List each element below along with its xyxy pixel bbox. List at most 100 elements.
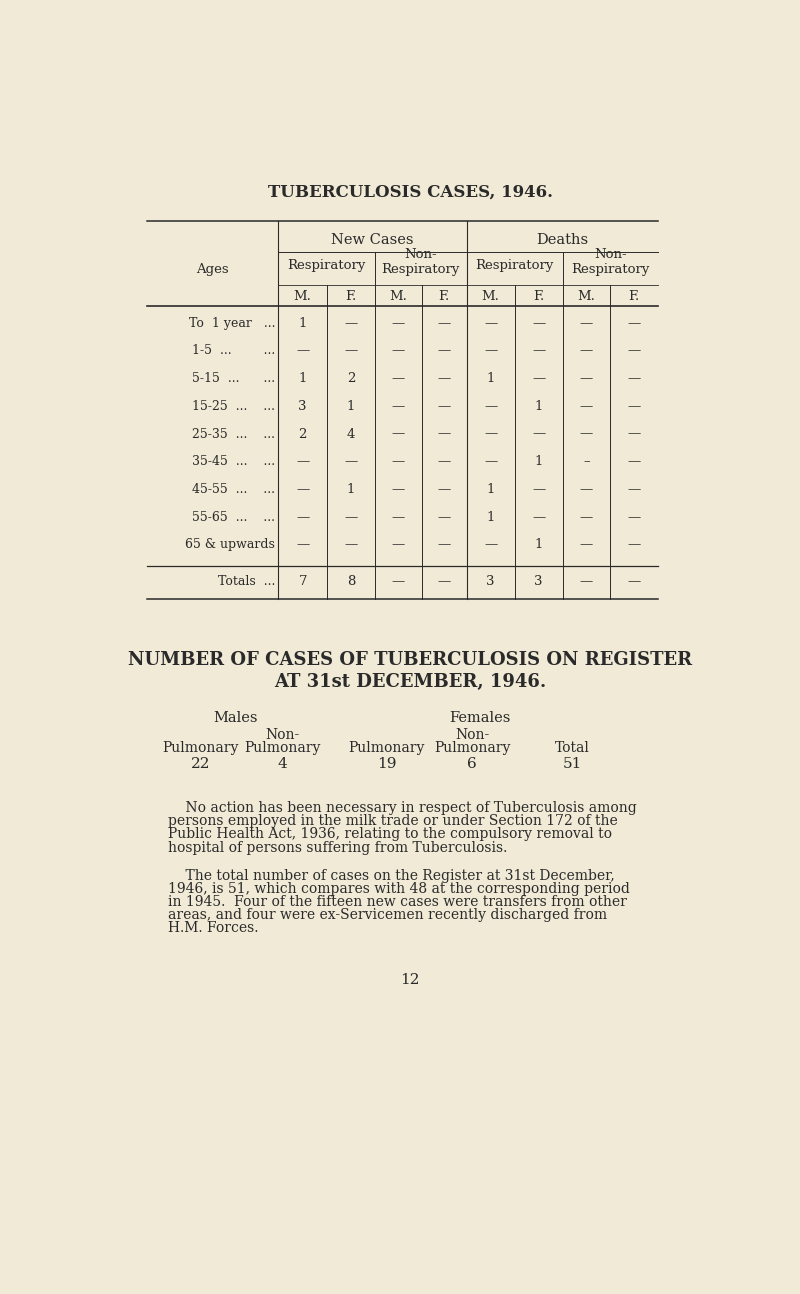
Text: —: —	[484, 427, 498, 440]
Text: Deaths: Deaths	[536, 233, 588, 247]
Text: 45-55  ...    ...: 45-55 ... ...	[192, 483, 275, 496]
Text: —: —	[438, 373, 450, 386]
Text: 1-5  ...        ...: 1-5 ... ...	[192, 344, 275, 357]
Text: —: —	[580, 344, 593, 357]
Text: —: —	[627, 483, 641, 496]
Text: —: —	[438, 511, 450, 524]
Text: —: —	[392, 317, 405, 330]
Text: 7: 7	[298, 576, 307, 589]
Text: Respiratory: Respiratory	[475, 259, 554, 272]
Text: 3: 3	[534, 576, 543, 589]
Text: —: —	[345, 455, 358, 468]
Text: persons employed in the milk trade or under Section 172 of the: persons employed in the milk trade or un…	[168, 814, 618, 828]
Text: —: —	[438, 455, 450, 468]
Text: —: —	[484, 455, 498, 468]
Text: —: —	[627, 538, 641, 551]
Text: —: —	[345, 538, 358, 551]
Text: —: —	[580, 400, 593, 413]
Text: 6: 6	[467, 757, 477, 771]
Text: F.: F.	[628, 290, 640, 303]
Text: —: —	[296, 455, 310, 468]
Text: —: —	[296, 344, 310, 357]
Text: 1: 1	[486, 373, 494, 386]
Text: —: —	[438, 400, 450, 413]
Text: —: —	[392, 427, 405, 440]
Text: —: —	[532, 427, 546, 440]
Text: Pulmonary: Pulmonary	[434, 741, 510, 756]
Text: M.: M.	[578, 290, 595, 303]
Text: —: —	[345, 344, 358, 357]
Text: 25-35  ...    ...: 25-35 ... ...	[192, 427, 275, 440]
Text: 1: 1	[534, 538, 543, 551]
Text: —: —	[627, 317, 641, 330]
Text: —: —	[296, 511, 310, 524]
Text: 1: 1	[486, 483, 494, 496]
Text: —: —	[345, 317, 358, 330]
Text: Pulmonary: Pulmonary	[244, 741, 320, 756]
Text: Females: Females	[449, 712, 510, 725]
Text: —: —	[392, 344, 405, 357]
Text: —: —	[580, 511, 593, 524]
Text: —: —	[296, 538, 310, 551]
Text: 1: 1	[347, 400, 355, 413]
Text: F.: F.	[346, 290, 357, 303]
Text: —: —	[392, 373, 405, 386]
Text: —: —	[532, 317, 546, 330]
Text: F.: F.	[438, 290, 450, 303]
Text: To  1 year   ...: To 1 year ...	[189, 317, 275, 330]
Text: 55-65  ...    ...: 55-65 ... ...	[192, 511, 275, 524]
Text: No action has been necessary in respect of Tuberculosis among: No action has been necessary in respect …	[168, 801, 637, 815]
Text: —: —	[392, 511, 405, 524]
Text: —: —	[580, 373, 593, 386]
Text: —: —	[438, 427, 450, 440]
Text: —: —	[484, 344, 498, 357]
Text: in 1945.  Four of the fifteen new cases were transfers from other: in 1945. Four of the fifteen new cases w…	[168, 895, 627, 910]
Text: —: —	[627, 427, 641, 440]
Text: Pulmonary: Pulmonary	[162, 741, 239, 756]
Text: 8: 8	[347, 576, 355, 589]
Text: H.M. Forces.: H.M. Forces.	[168, 921, 258, 936]
Text: 19: 19	[377, 757, 397, 771]
Text: areas, and four were ex-Servicemen recently discharged from: areas, and four were ex-Servicemen recen…	[168, 908, 607, 923]
Text: Non-: Non-	[265, 729, 299, 741]
Text: —: —	[484, 538, 498, 551]
Text: —: —	[627, 400, 641, 413]
Text: hospital of persons suffering from Tuberculosis.: hospital of persons suffering from Tuber…	[168, 841, 507, 854]
Text: M.: M.	[294, 290, 312, 303]
Text: M.: M.	[482, 290, 499, 303]
Text: 5-15  ...      ...: 5-15 ... ...	[192, 373, 275, 386]
Text: 1946, is 51, which compares with 48 at the corresponding period: 1946, is 51, which compares with 48 at t…	[168, 883, 630, 895]
Text: —: —	[532, 511, 546, 524]
Text: 22: 22	[191, 757, 210, 771]
Text: —: —	[580, 483, 593, 496]
Text: —: —	[296, 483, 310, 496]
Text: 15-25  ...    ...: 15-25 ... ...	[192, 400, 275, 413]
Text: –: –	[583, 455, 590, 468]
Text: Respiratory: Respiratory	[287, 259, 366, 272]
Text: Males: Males	[214, 712, 258, 725]
Text: F.: F.	[533, 290, 544, 303]
Text: 1: 1	[298, 373, 307, 386]
Text: 3: 3	[298, 400, 307, 413]
Text: 1: 1	[534, 400, 543, 413]
Text: —: —	[532, 483, 546, 496]
Text: 2: 2	[298, 427, 307, 440]
Text: The total number of cases on the Register at 31st December,: The total number of cases on the Registe…	[168, 870, 615, 883]
Text: —: —	[438, 317, 450, 330]
Text: Pulmonary: Pulmonary	[349, 741, 425, 756]
Text: —: —	[627, 455, 641, 468]
Text: —: —	[392, 538, 405, 551]
Text: —: —	[438, 538, 450, 551]
Text: 4: 4	[278, 757, 287, 771]
Text: —: —	[580, 427, 593, 440]
Text: 35-45  ...    ...: 35-45 ... ...	[192, 455, 275, 468]
Text: M.: M.	[390, 290, 407, 303]
Text: —: —	[345, 511, 358, 524]
Text: 1: 1	[298, 317, 307, 330]
Text: —: —	[532, 344, 546, 357]
Text: New Cases: New Cases	[331, 233, 414, 247]
Text: TUBERCULOSIS CASES, 1946.: TUBERCULOSIS CASES, 1946.	[267, 184, 553, 201]
Text: —: —	[532, 373, 546, 386]
Text: AT 31st DECEMBER, 1946.: AT 31st DECEMBER, 1946.	[274, 673, 546, 691]
Text: —: —	[627, 511, 641, 524]
